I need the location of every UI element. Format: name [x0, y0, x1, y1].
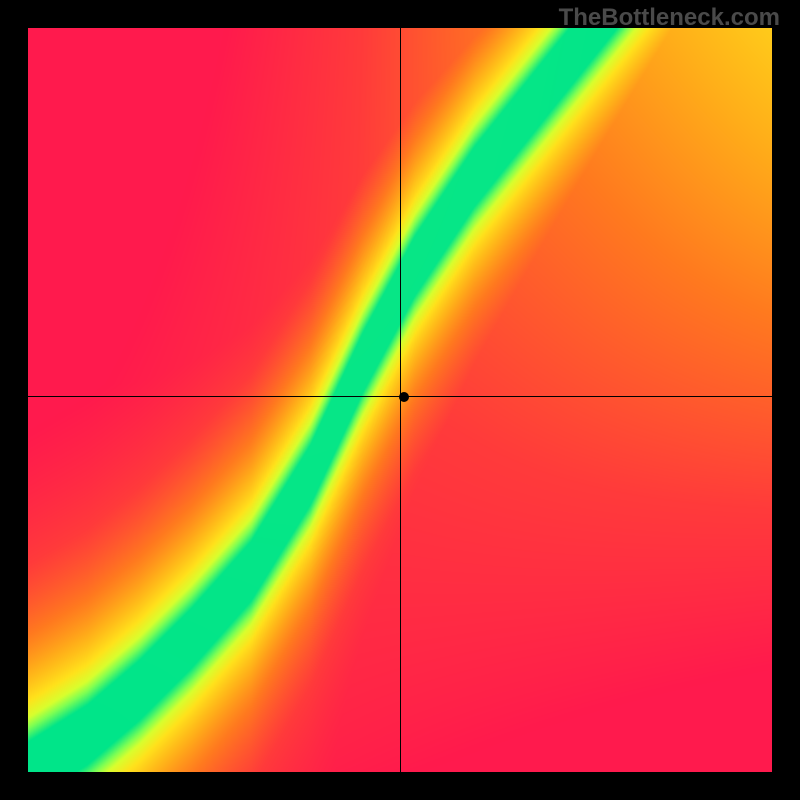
marker-dot	[399, 392, 409, 402]
plot-area	[28, 28, 772, 772]
chart-container: TheBottleneck.com	[0, 0, 800, 800]
watermark-text: TheBottleneck.com	[559, 4, 780, 32]
